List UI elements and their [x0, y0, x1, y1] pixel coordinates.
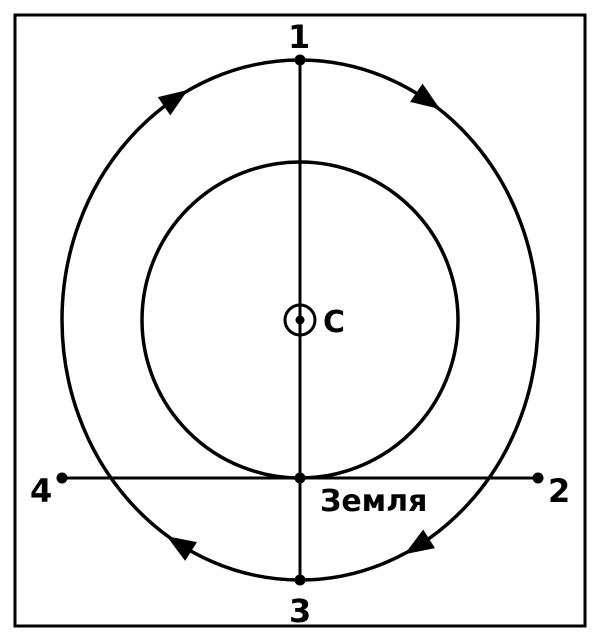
earth-label: Земля — [320, 484, 427, 519]
earth-point — [295, 473, 306, 484]
point-label-4: 4 — [30, 472, 52, 510]
orbit-arrow-1 — [158, 81, 194, 116]
point-3 — [295, 575, 306, 586]
point-label-2: 2 — [548, 472, 570, 510]
point-1 — [295, 55, 306, 66]
sun-dot — [296, 316, 305, 325]
point-2 — [533, 473, 544, 484]
orbit-arrow-2 — [410, 84, 446, 119]
orbit-arrow-3 — [399, 529, 435, 563]
sun-label: С — [323, 305, 345, 340]
point-label-1: 1 — [288, 18, 310, 56]
point-4 — [57, 473, 68, 484]
orbit-arrow-4 — [161, 527, 197, 561]
point-label-3: 3 — [289, 592, 311, 630]
